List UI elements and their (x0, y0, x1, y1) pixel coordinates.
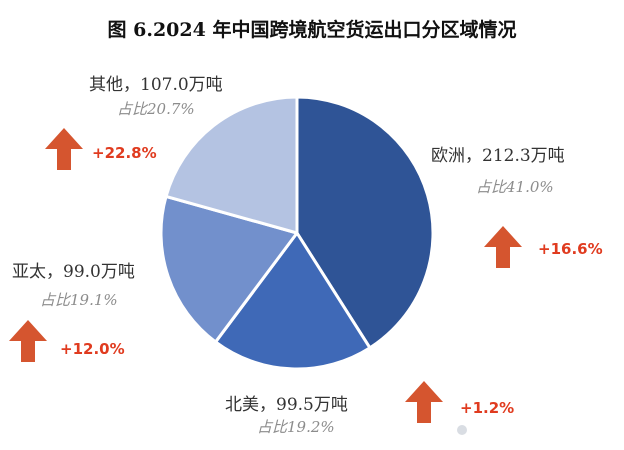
chart-title: 图 6.2024 年中国跨境航空货运出口分区域情况 (108, 18, 517, 41)
growth-label-other: +22.8% (92, 144, 157, 162)
label-group-north-america: 北美，99.5万吨 占比19.2% +1.2% (225, 381, 514, 436)
label-group-other: 其他，107.0万吨 占比20.7% +22.8% (45, 75, 223, 170)
pie-slice-north-america (214, 231, 372, 371)
slice-label-europe: 欧洲，212.3万吨 (431, 146, 565, 166)
up-arrow-shape (405, 381, 443, 423)
pie-slices (159, 95, 435, 371)
pie-slice-asia-pacific (159, 194, 299, 344)
up-arrow-icon (45, 128, 83, 170)
share-label-asia-pacific: 占比19.1% (40, 291, 118, 309)
growth-label-asia-pacific: +12.0% (60, 340, 125, 358)
up-arrow-shape (45, 128, 83, 170)
snowball-logo-inner (457, 425, 467, 435)
watermark-text: 雪球：诗意的幸福 (476, 422, 596, 440)
label-group-asia-pacific: 亚太，99.0万吨 占比19.1% +12.0% (9, 262, 135, 362)
up-arrow-shape (9, 320, 47, 362)
up-arrow-icon (484, 226, 522, 268)
up-arrow-shape (484, 226, 522, 268)
slice-label-asia-pacific: 亚太，99.0万吨 (12, 262, 135, 282)
share-label-other: 占比20.7% (117, 100, 195, 118)
up-arrow-icon (405, 381, 443, 423)
watermark: 雪球：诗意的幸福 (453, 421, 596, 440)
growth-label-north-america: +1.2% (460, 399, 514, 417)
pie-slice-other (164, 95, 299, 235)
growth-label-europe: +16.6% (538, 240, 603, 258)
up-arrow-icon (9, 320, 47, 362)
share-label-europe: 占比41.0% (476, 178, 554, 196)
slice-label-north-america: 北美，99.5万吨 (225, 395, 348, 415)
label-group-europe: 欧洲，212.3万吨 占比41.0% +16.6% (431, 146, 603, 268)
slice-label-other: 其他，107.0万吨 (89, 75, 223, 95)
share-label-north-america: 占比19.2% (257, 418, 335, 436)
